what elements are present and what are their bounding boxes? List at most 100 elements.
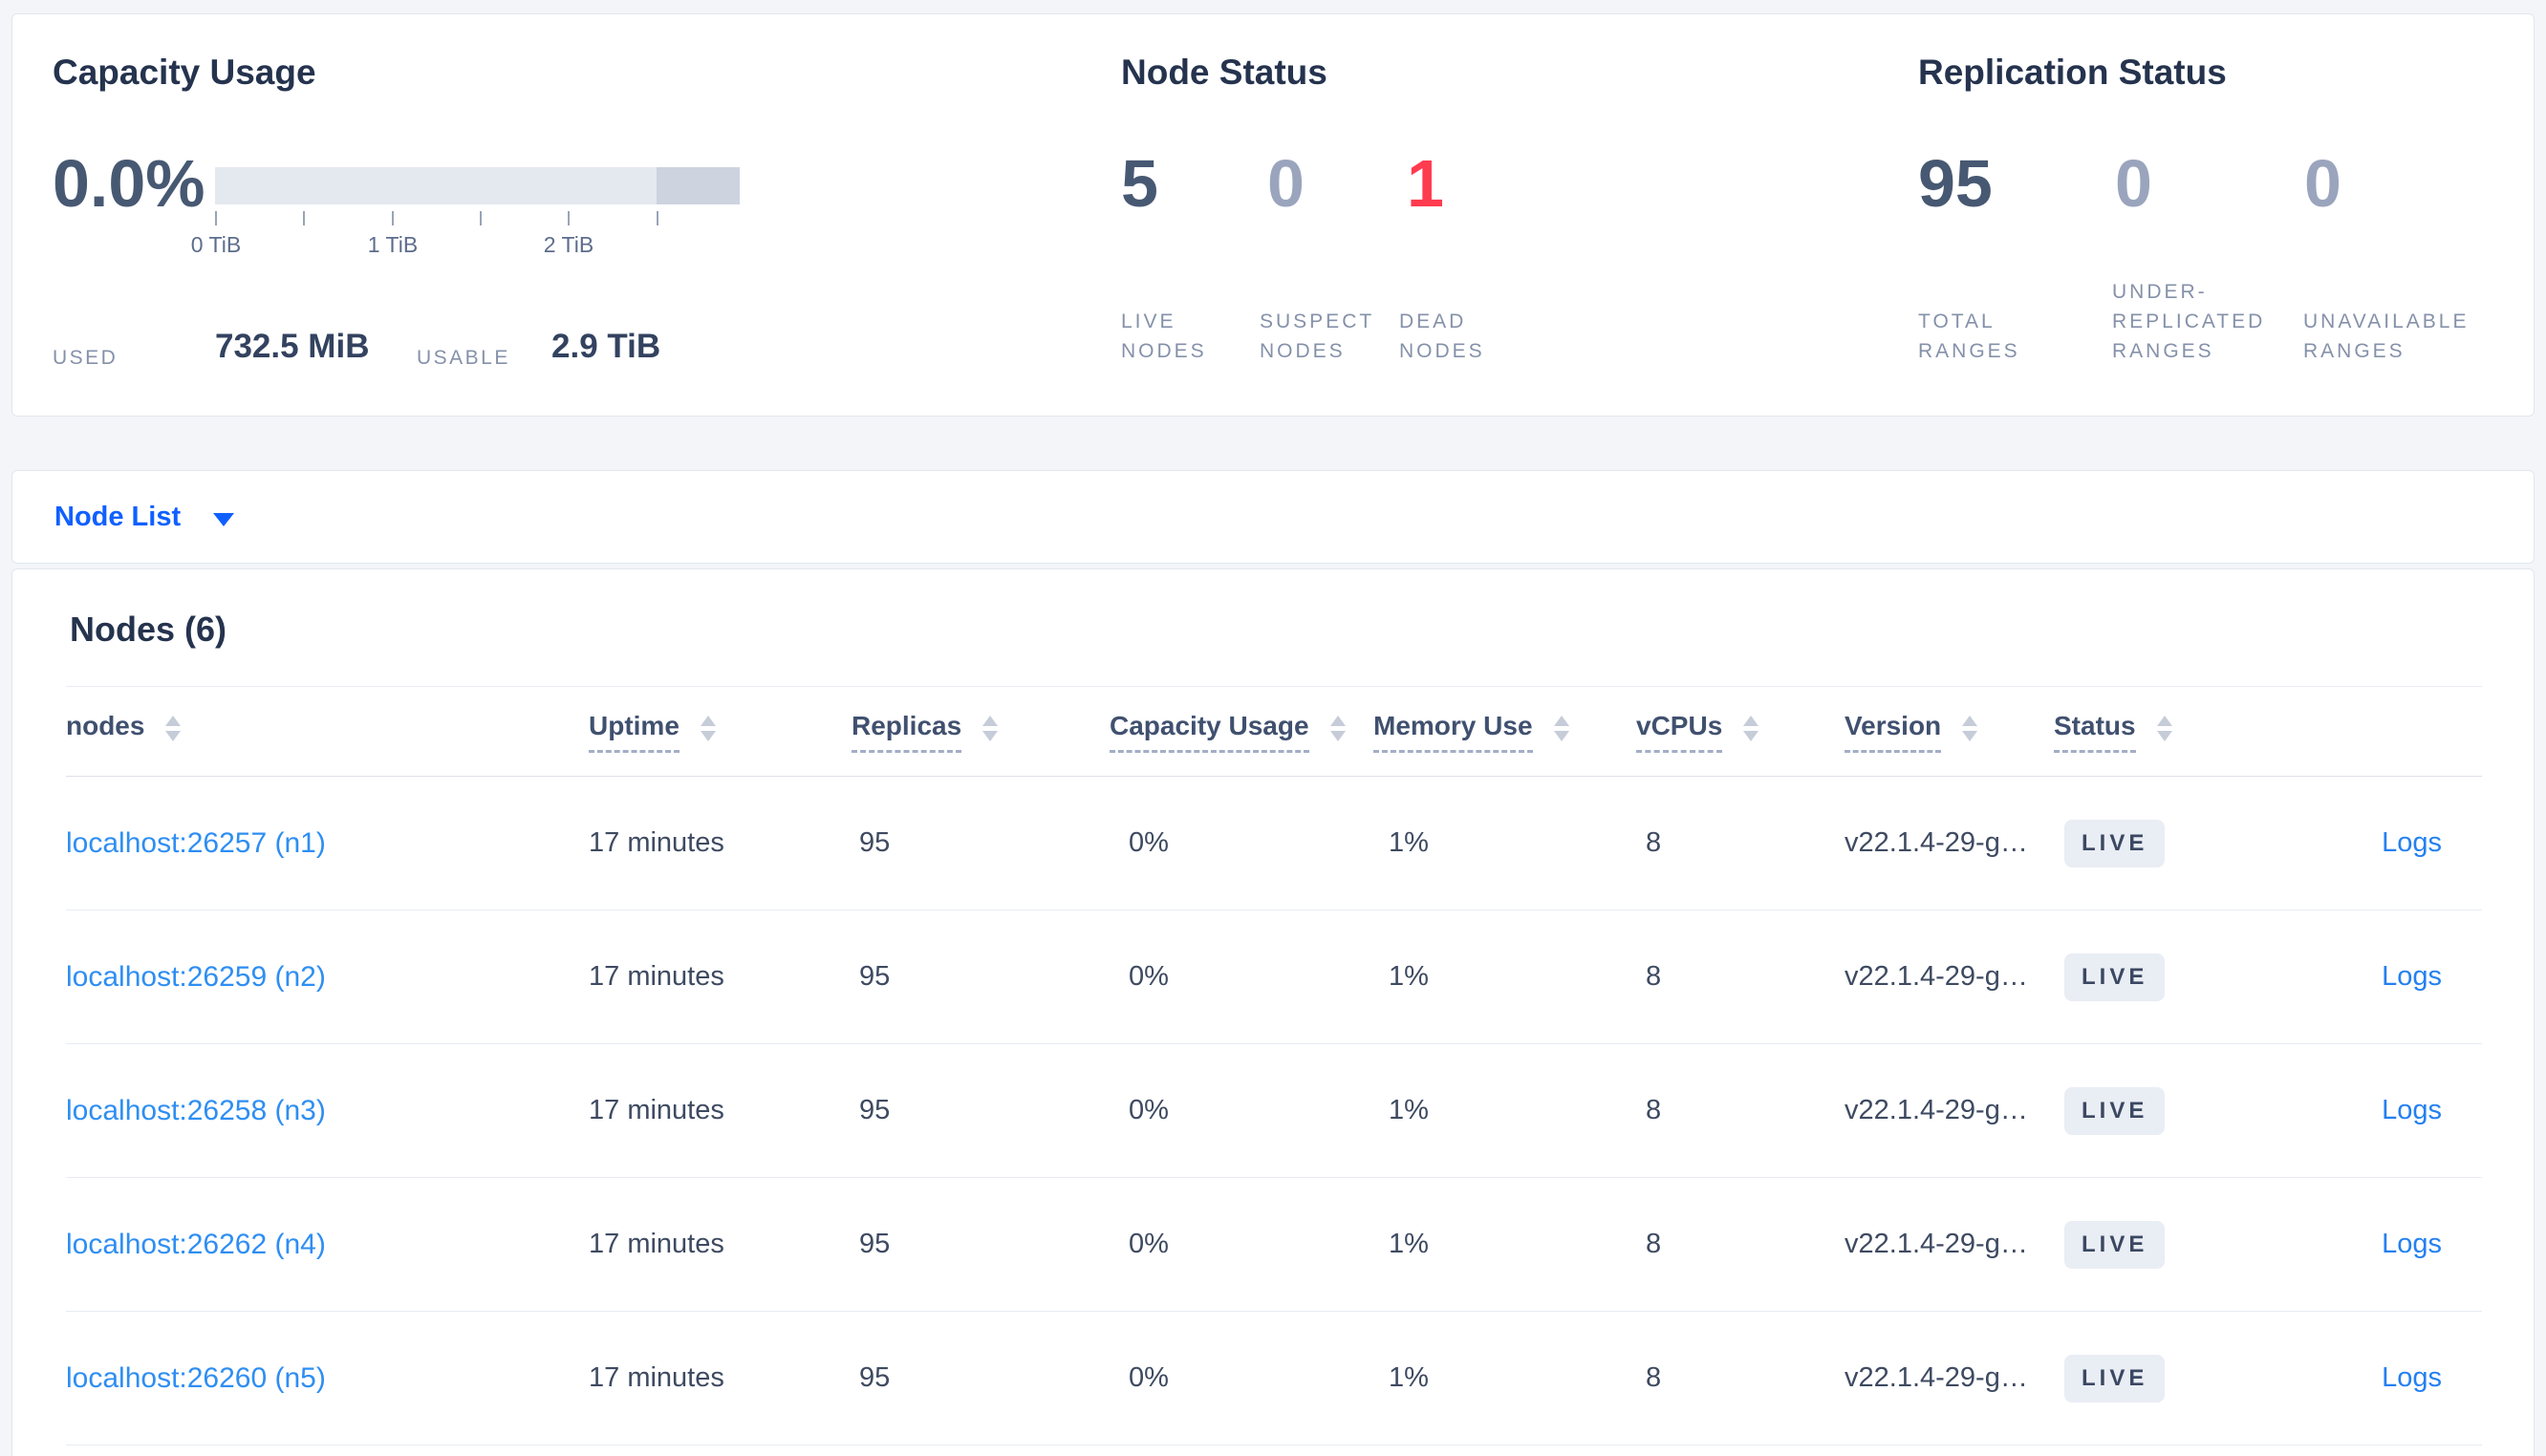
uptime-cell: 17 minutes (589, 1362, 724, 1393)
replicas-cell: 95 (859, 1229, 891, 1259)
logs-link[interactable]: Logs (2382, 1229, 2442, 1259)
node-list-dropdown-label: Node List (54, 501, 182, 532)
capacity-tick (480, 211, 482, 225)
capacity-tick (215, 211, 217, 225)
sort-icon (1553, 716, 1569, 741)
column-header-label: Uptime (589, 711, 680, 753)
dead-nodes-label: DEAD NODES (1399, 310, 1485, 362)
total-ranges-count: 95 (1918, 146, 1993, 221)
logs-link[interactable]: Logs (2382, 961, 2442, 992)
vcpus-cell: 8 (1646, 827, 1662, 858)
status-badge: LIVE (2064, 1354, 2166, 1402)
view-selector-panel: Node List (11, 470, 2535, 564)
capacity-usage-bar (215, 167, 740, 204)
node-link[interactable]: localhost:26259 (n2) (66, 960, 326, 993)
table-row: localhost:26262 (n4) 17 minutes 95 0% 1%… (66, 1178, 2482, 1312)
under-replicated-ranges-count: 0 (2115, 146, 2152, 221)
status-badge: LIVE (2064, 819, 2166, 867)
replicas-cell: 95 (859, 1362, 891, 1393)
capacity-percent: 0.0% (53, 146, 205, 221)
nodes-table-header-row: nodes Uptime Replicas Capacity Usage Mem… (66, 687, 2482, 777)
usable-label: USABLE (417, 347, 510, 369)
sort-icon (165, 716, 182, 741)
node-link[interactable]: localhost:26262 (n4) (66, 1228, 326, 1260)
status-badge: LIVE (2064, 1086, 2166, 1135)
unavailable-ranges-label: UNAVAILABLE RANGES (2303, 310, 2470, 362)
node-status-title: Node Status (1121, 53, 1327, 92)
column-header-version[interactable]: Version (1845, 711, 2054, 753)
capacity-usage-cell: 0% (1129, 827, 1169, 858)
column-header-label: Capacity Usage (1110, 711, 1309, 753)
uptime-cell: 17 minutes (589, 961, 724, 992)
status-badge: LIVE (2064, 953, 2166, 1001)
logs-link[interactable]: Logs (2382, 1095, 2442, 1125)
vcpus-cell: 8 (1646, 1229, 1662, 1259)
status-badge: LIVE (2064, 1220, 2166, 1269)
column-header-label: Status (2054, 711, 2136, 753)
capacity-usage-cell: 0% (1129, 961, 1169, 992)
table-row: localhost:26260 (n5) 17 minutes 95 0% 1%… (66, 1312, 2482, 1445)
sort-icon (1743, 716, 1759, 741)
memory-use-cell: 1% (1389, 961, 1429, 992)
heading-separator (66, 686, 2482, 687)
capacity-tick-label: 0 TiB (190, 232, 242, 257)
column-header-label: vCPUs (1636, 711, 1723, 753)
chevron-down-icon (213, 513, 235, 526)
nodes-table-heading: Nodes (6) (70, 610, 227, 649)
memory-use-cell: 1% (1389, 1362, 1429, 1393)
capacity-bar-reserved-segment (657, 167, 740, 204)
unavailable-ranges-count: 0 (2304, 146, 2341, 221)
version-cell: v22.1.4-29-g… (1845, 1095, 2028, 1125)
replication-status-title: Replication Status (1918, 53, 2227, 92)
vcpus-cell: 8 (1646, 1362, 1662, 1393)
replicas-cell: 95 (859, 827, 891, 858)
capacity-tick-label: 1 TiB (367, 232, 419, 257)
column-header-uptime[interactable]: Uptime (589, 711, 852, 753)
nodes-table-panel: Nodes (6) nodes Uptime Replicas Capacity… (11, 568, 2535, 1456)
column-header-nodes[interactable]: nodes (66, 711, 589, 753)
nodes-table: nodes Uptime Replicas Capacity Usage Mem… (66, 687, 2482, 1445)
used-value: 732.5 MiB (215, 328, 370, 365)
suspect-nodes-label: SUSPECT NODES (1260, 310, 1375, 362)
column-header-capacity-usage[interactable]: Capacity Usage (1110, 711, 1373, 753)
capacity-tick (392, 211, 394, 225)
sort-icon (2156, 716, 2172, 741)
capacity-tick (657, 211, 658, 225)
vcpus-cell: 8 (1646, 1095, 1662, 1125)
logs-link[interactable]: Logs (2382, 827, 2442, 858)
capacity-tick-label: 2 TiB (543, 232, 594, 257)
memory-use-cell: 1% (1389, 1095, 1429, 1125)
uptime-cell: 17 minutes (589, 1229, 724, 1259)
column-header-label: Version (1845, 711, 1942, 753)
column-header-replicas[interactable]: Replicas (852, 711, 1110, 753)
version-cell: v22.1.4-29-g… (1845, 827, 2028, 858)
node-link[interactable]: localhost:26257 (n1) (66, 826, 326, 859)
capacity-usage-title: Capacity Usage (53, 53, 316, 92)
capacity-usage-cell: 0% (1129, 1229, 1169, 1259)
column-header-vcpus[interactable]: vCPUs (1636, 711, 1845, 753)
replicas-cell: 95 (859, 961, 891, 992)
memory-use-cell: 1% (1389, 1229, 1429, 1259)
cluster-summary-panel: Capacity Usage 0.0% 0 TiB 1 TiB 2 TiB US… (11, 13, 2535, 417)
sort-icon (1962, 716, 1978, 741)
version-cell: v22.1.4-29-g… (1845, 1362, 2028, 1393)
column-header-memory-use[interactable]: Memory Use (1373, 711, 1636, 753)
version-cell: v22.1.4-29-g… (1845, 1229, 2028, 1259)
capacity-tick (303, 211, 305, 225)
table-row: localhost:26259 (n2) 17 minutes 95 0% 1%… (66, 910, 2482, 1044)
table-row: localhost:26257 (n1) 17 minutes 95 0% 1%… (66, 777, 2482, 910)
uptime-cell: 17 minutes (589, 827, 724, 858)
vcpus-cell: 8 (1646, 961, 1662, 992)
logs-link[interactable]: Logs (2382, 1362, 2442, 1393)
node-link[interactable]: localhost:26260 (n5) (66, 1361, 326, 1394)
column-header-label: Replicas (852, 711, 962, 753)
node-link[interactable]: localhost:26258 (n3) (66, 1094, 326, 1126)
node-list-dropdown[interactable]: Node List (12, 501, 235, 533)
column-header-status[interactable]: Status (2054, 711, 2252, 753)
uptime-cell: 17 minutes (589, 1095, 724, 1125)
under-replicated-ranges-label: UNDER- REPLICATED RANGES (2112, 281, 2266, 362)
column-header-label: Memory Use (1373, 711, 1533, 753)
sort-icon (700, 716, 716, 741)
sort-icon (982, 716, 999, 741)
usable-value: 2.9 TiB (551, 328, 661, 365)
